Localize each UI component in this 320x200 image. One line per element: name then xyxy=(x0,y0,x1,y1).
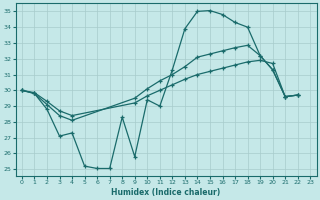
X-axis label: Humidex (Indice chaleur): Humidex (Indice chaleur) xyxy=(111,188,221,197)
